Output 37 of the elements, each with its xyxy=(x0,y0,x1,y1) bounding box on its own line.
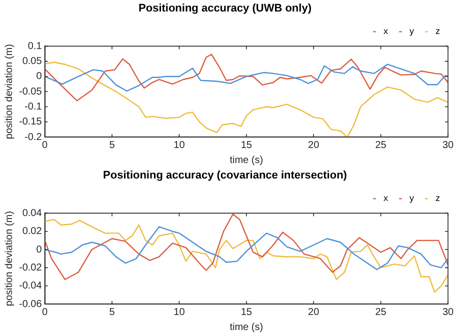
x-tick-label: 30 xyxy=(442,306,454,318)
y-tick-label: 0.02 xyxy=(22,226,42,238)
y-tick-label: -0.2 xyxy=(24,132,42,143)
x-tick-label: 10 xyxy=(174,306,186,318)
x-tick-label: 25 xyxy=(375,306,387,318)
chart-title: Positioning accuracy (covariance intersection) xyxy=(103,170,348,182)
legend-label: x xyxy=(384,26,388,36)
legend-label: z xyxy=(436,193,440,204)
y-tick-label: -0.04 xyxy=(18,280,42,292)
x-tick-label: 30 xyxy=(442,140,454,151)
y-tick-label: -0.02 xyxy=(18,262,42,274)
x-axis-title: time (s) xyxy=(230,322,264,333)
legend-label: x xyxy=(384,193,388,204)
x-tick-label: 5 xyxy=(109,306,116,318)
legend-label: y xyxy=(410,26,414,36)
y-tick-label: 0.1 xyxy=(28,40,42,52)
y-tick-label: 0 xyxy=(36,244,42,256)
y-tick-label: -0.1 xyxy=(24,101,42,112)
y-tick-label: -0.06 xyxy=(18,298,42,310)
x-tick-label: 15 xyxy=(240,140,252,151)
x-tick-label: 20 xyxy=(308,306,320,318)
y-axis-title: position deviation (m) xyxy=(4,211,15,306)
y-tick-label: -0.05 xyxy=(18,86,42,98)
legend-label: z xyxy=(436,26,440,36)
y-tick-label: 0 xyxy=(36,71,42,82)
y-tick-label: 0.04 xyxy=(22,208,42,219)
legend-label: y xyxy=(410,193,414,204)
y-axis-title: position deviation (m) xyxy=(4,44,15,140)
chart-title: Positioning accuracy (UWB only) xyxy=(138,2,312,15)
x-tick-label: 20 xyxy=(308,140,320,151)
x-tick-label: 15 xyxy=(240,306,252,318)
y-tick-label: 0.05 xyxy=(22,56,42,68)
x-tick-label: 10 xyxy=(174,140,186,151)
x-tick-label: 5 xyxy=(109,140,116,151)
x-tick-label: 25 xyxy=(375,140,387,151)
y-tick-label: -0.15 xyxy=(18,116,42,128)
x-axis-title: time (s) xyxy=(230,154,264,166)
